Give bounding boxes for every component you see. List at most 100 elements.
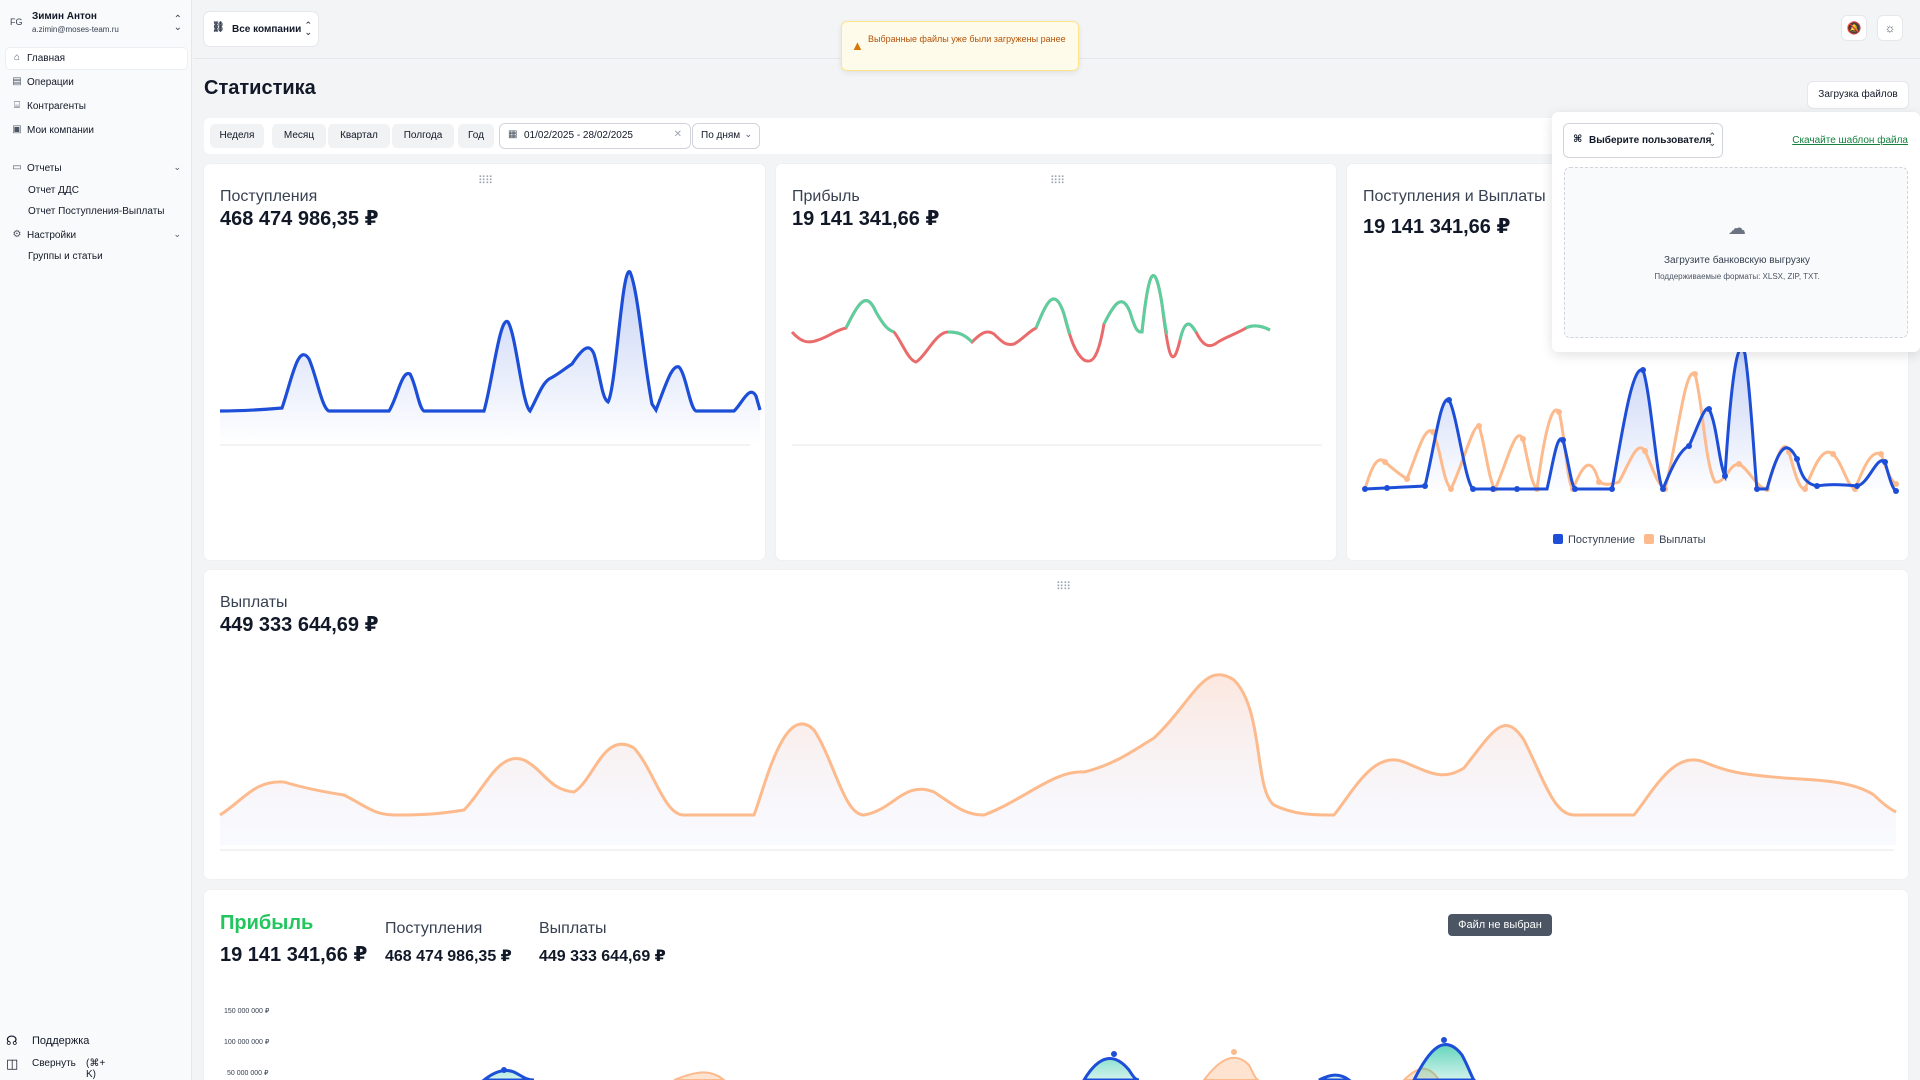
settings-icon: ⚙ bbox=[12, 229, 22, 240]
company-selector[interactable]: ⛓ Все компании ⌃ ⌄ bbox=[204, 12, 318, 46]
income-points bbox=[1362, 367, 1899, 494]
file-dropzone[interactable]: ☁ Загрузите банковскую выгрузку Поддержи… bbox=[1564, 167, 1908, 338]
upload-popover: ⌘ Выберите пользователя ⌃ ⌄ Скачайте шабл… bbox=[1552, 112, 1920, 352]
income-area bbox=[220, 271, 760, 444]
chevron-down-icon: ⌄ bbox=[744, 129, 752, 139]
card-value: 19 141 341,66 ₽ bbox=[1363, 216, 1511, 238]
payouts-line bbox=[219, 673, 1897, 817]
card-title: Поступления bbox=[220, 188, 318, 205]
sidebar-item-label: Главная bbox=[27, 53, 66, 64]
sidebar-toggle-icon: ◫ bbox=[6, 1056, 19, 1071]
period-month[interactable]: Месяц bbox=[272, 124, 326, 148]
company-selector-label: Все компании bbox=[232, 24, 302, 35]
user-select[interactable]: ⌘ Выберите пользователя ⌃ ⌄ bbox=[1564, 124, 1722, 157]
upload-files-button[interactable]: Загрузка файлов bbox=[1808, 82, 1908, 108]
bell-off-icon: 🔕 bbox=[1846, 21, 1862, 35]
summary-chart bbox=[481, 1037, 1477, 1080]
warning-icon: ▲ bbox=[851, 38, 864, 53]
legend-income[interactable]: Поступление bbox=[1553, 534, 1635, 546]
income-card: ⠿⠿ Поступления 468 474 986,35 ₽ bbox=[204, 164, 765, 560]
theme-toggle-button[interactable]: ☼ bbox=[1878, 16, 1902, 40]
profit-positive-segments bbox=[844, 274, 1271, 344]
chevron-down-icon: ⌄ bbox=[173, 162, 181, 172]
card-title: Поступления и Выплаты bbox=[1363, 188, 1546, 205]
sidebar-item-counterparties[interactable]: ⌸ Контрагенты bbox=[6, 96, 187, 117]
grouping-select[interactable]: По дням ⌄ bbox=[693, 124, 759, 148]
user-name: Зимин Антон bbox=[32, 11, 97, 22]
card-value: 449 333 644,69 ₽ bbox=[220, 614, 379, 636]
profit-chart bbox=[790, 274, 1322, 446]
drag-handle-icon[interactable]: ⠿⠿ bbox=[1050, 175, 1065, 187]
sidebar-subitem-income-payout-report[interactable]: Отчет Поступления-Выплаты bbox=[28, 206, 165, 217]
card-value: 468 474 986,35 ₽ bbox=[220, 208, 379, 230]
sidebar-item-home[interactable]: ⌂ Главная bbox=[6, 48, 187, 69]
card-title: Прибыль bbox=[792, 188, 860, 205]
summary-profit-title: Прибыль bbox=[220, 912, 314, 934]
filter-bar: Неделя Месяц Квартал Полгода Год ▦ 01/02… bbox=[204, 118, 1558, 154]
chart-legend: Поступление Выплаты bbox=[1553, 534, 1706, 546]
profit-wave bbox=[481, 1043, 1477, 1080]
sidebar-item-label: Контрагенты bbox=[27, 101, 86, 112]
drag-handle-icon[interactable]: ⠿⠿ bbox=[1056, 581, 1071, 593]
period-half-year[interactable]: Полгода bbox=[392, 124, 454, 148]
sidebar: FG Зимин Антон a.zimin@moses-team.ru ⌃ ⌄ … bbox=[0, 0, 192, 1080]
user-select-label: Выберите пользователя bbox=[1589, 135, 1712, 146]
sidebar-item-my-companies[interactable]: ▣ Мои компании bbox=[6, 120, 187, 141]
date-range-value: 01/02/2025 - 28/02/2025 bbox=[524, 130, 633, 141]
file-icon: ▤ bbox=[12, 76, 22, 87]
legend-payouts[interactable]: Выплаты bbox=[1644, 534, 1706, 546]
bank-icon: ⌸ bbox=[14, 100, 20, 111]
sidebar-group-settings[interactable]: ⚙ Настройки ⌄ bbox=[6, 225, 187, 246]
income-line bbox=[219, 270, 762, 414]
home-icon: ⌂ bbox=[13, 52, 21, 63]
summary-profit-value: 19 141 341,66 ₽ bbox=[220, 944, 368, 966]
profit-line bbox=[790, 274, 1271, 364]
period-week[interactable]: Неделя bbox=[210, 124, 264, 148]
payouts-card: ⠿⠿ Выплаты 449 333 644,69 ₽ bbox=[204, 570, 1908, 879]
y-tick-label: 50 000 000 ₽ bbox=[227, 1070, 269, 1077]
collapse-shortcut: (⌘+ K) bbox=[86, 1058, 106, 1080]
clear-icon[interactable]: ✕ bbox=[673, 129, 682, 140]
payouts-area bbox=[220, 674, 1896, 845]
legend-label: Поступление bbox=[1568, 534, 1636, 546]
sidebar-item-label: Мои компании bbox=[27, 125, 94, 136]
grouping-value: По дням bbox=[701, 130, 741, 141]
link-icon: ⛓ bbox=[212, 22, 225, 33]
card-title: Выплаты bbox=[220, 594, 288, 611]
drag-handle-icon[interactable]: ⠿⠿ bbox=[478, 175, 493, 187]
combined-chart bbox=[1362, 346, 1899, 494]
income-area bbox=[1365, 348, 1896, 494]
period-year[interactable]: Год bbox=[458, 124, 494, 148]
income-chart bbox=[219, 270, 762, 446]
summary-income-value: 468 474 986,35 ₽ bbox=[385, 948, 512, 965]
summary-income-title: Поступления bbox=[385, 920, 483, 937]
headset-icon: ☊ bbox=[6, 1033, 18, 1048]
toast-message: Выбранные файлы уже были загружены ранее bbox=[868, 34, 1066, 44]
command-icon: ⌘ bbox=[1573, 134, 1583, 145]
sidebar-subitem-dds-report[interactable]: Отчет ДДС bbox=[28, 185, 79, 196]
support-label: Поддержка bbox=[32, 1035, 90, 1047]
sidebar-item-operations[interactable]: ▤ Операции bbox=[6, 72, 187, 93]
card-value: 19 141 341,66 ₽ bbox=[792, 208, 940, 230]
y-tick-label: 150 000 000 ₽ bbox=[224, 1008, 270, 1015]
summary-card: Прибыль 19 141 341,66 ₽ Поступления 468 … bbox=[204, 890, 1908, 1080]
sidebar-item-label: Отчеты bbox=[27, 163, 62, 174]
date-range-picker[interactable]: ▦ 01/02/2025 - 28/02/2025 ✕ bbox=[500, 124, 690, 148]
download-template-link[interactable]: Скачайте шаблон файла bbox=[1792, 135, 1908, 146]
payouts-line bbox=[1363, 371, 1897, 492]
chevron-updown-icon: ⌃ ⌄ bbox=[304, 20, 312, 37]
user-switcher[interactable]: FG Зимин Антон a.zimin@moses-team.ru ⌃ ⌄ bbox=[0, 6, 192, 40]
user-initials: FG bbox=[10, 17, 23, 27]
payouts-chart bbox=[219, 673, 1897, 851]
notifications-button[interactable]: 🔕 bbox=[1842, 16, 1866, 40]
page-title: Статистика bbox=[204, 77, 316, 99]
sidebar-group-reports[interactable]: ▭ Отчеты ⌄ bbox=[6, 158, 187, 179]
summary-payouts-value: 449 333 644,69 ₽ bbox=[539, 948, 666, 965]
collapse-label: Свернуть bbox=[32, 1058, 76, 1069]
y-tick-label: 100 000 000 ₽ bbox=[224, 1039, 270, 1046]
profit-points bbox=[501, 1037, 1447, 1073]
legend-swatch-icon bbox=[1644, 534, 1655, 544]
period-quarter[interactable]: Квартал bbox=[328, 124, 390, 148]
summary-payouts-title: Выплаты bbox=[539, 920, 607, 937]
sidebar-subitem-groups[interactable]: Группы и статьи bbox=[28, 251, 103, 262]
